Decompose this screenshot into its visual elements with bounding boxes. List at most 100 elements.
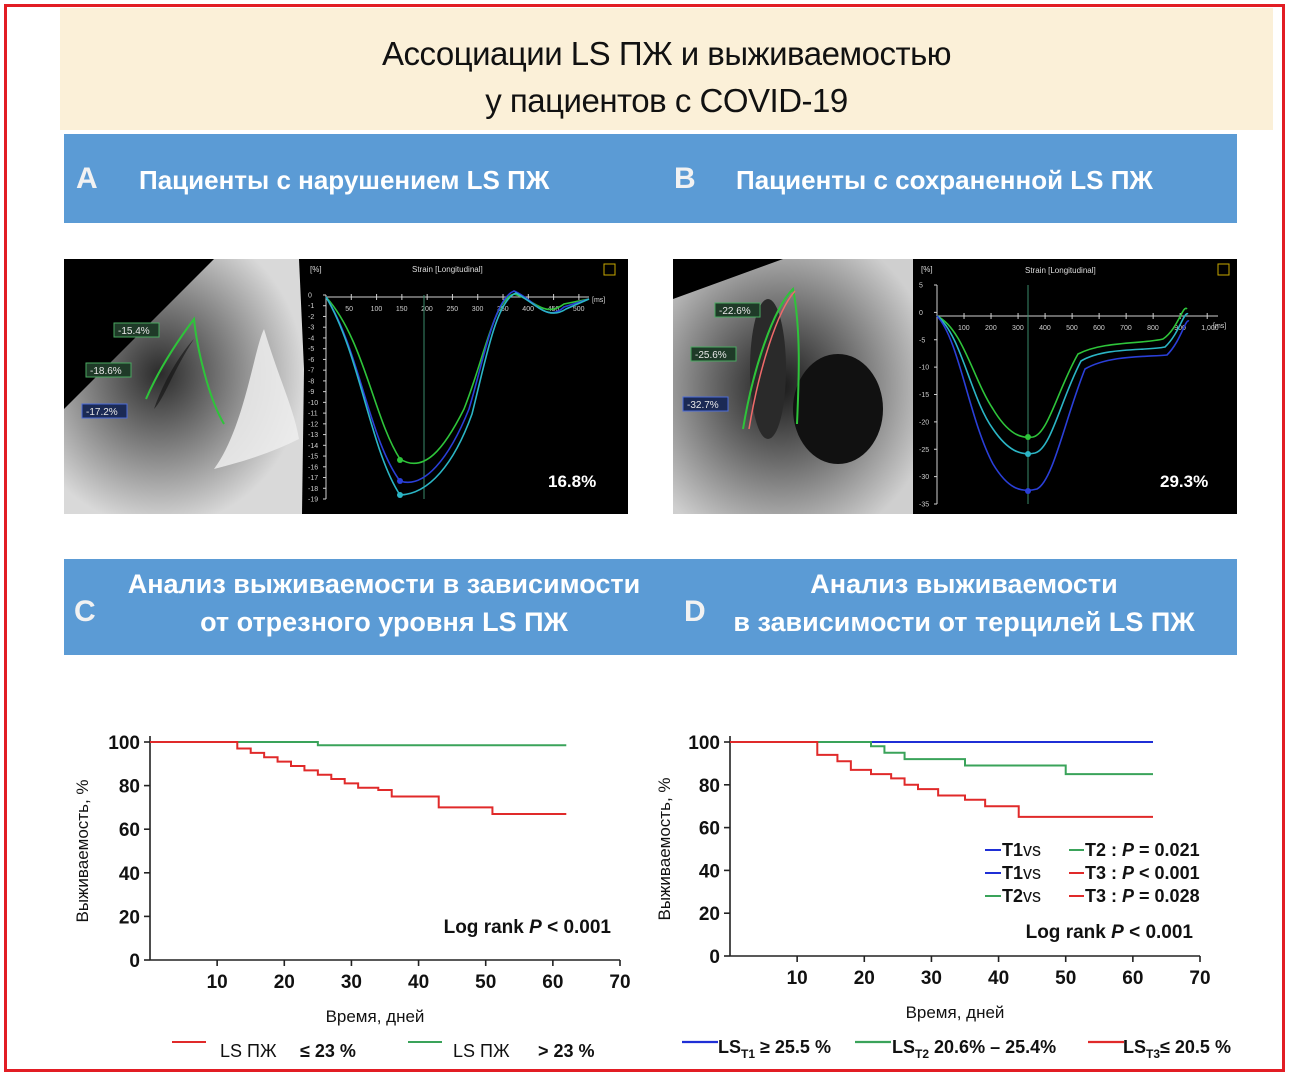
strain-unit-y-a: [%] <box>310 265 322 274</box>
y-tick-label: 80 <box>119 777 140 798</box>
strain-y-tick-label: 5 <box>919 283 923 290</box>
strain-peak-dot <box>397 478 403 484</box>
x-tick-label: 20 <box>854 968 875 989</box>
global-strain-b: 29.3% <box>1160 472 1208 491</box>
strain-y-tick-label: -35 <box>919 502 929 509</box>
seg-box-2 <box>690 346 737 362</box>
comparison-value: < 0.001 <box>1134 863 1200 883</box>
x-tick-label: 40 <box>988 968 1009 989</box>
strain-x-tick-label: 300 <box>472 306 484 313</box>
y-tick-label: 20 <box>699 904 720 925</box>
chamber-dark <box>793 354 883 464</box>
log-rank-annotation: Log rank P < 0.001 <box>1026 922 1194 943</box>
title-line-2: у пациентов с COVID-19 <box>485 82 848 119</box>
title-line-1: Ассоциации LS ПЖ и выживаемостью <box>381 35 952 72</box>
strain-x-tick-label: 200 <box>985 325 997 332</box>
ventricle-bright <box>214 329 299 469</box>
x-tick-label: 30 <box>921 968 942 989</box>
km-chart-d: 0 20 40 60 80 100 10 20 30 40 50 60 70 Выживаемость, … <box>655 733 1231 1061</box>
strain-y-tick-label: -6 <box>308 357 314 364</box>
log-rank-p: P <box>1111 922 1124 943</box>
seg-box-2 <box>85 362 132 378</box>
y-tick-label: 40 <box>119 864 140 885</box>
comparison-p: P <box>1122 886 1135 906</box>
strain-curve <box>325 293 590 465</box>
strain-y-tick-label: -5 <box>919 337 925 344</box>
y-tick-label: 40 <box>699 861 720 882</box>
legend-subscript: T3 <box>1146 1047 1160 1061</box>
strain-plot-b: Strain [Longitudinal] [%] [ms] 29.3% 100… <box>919 263 1230 509</box>
panel-c-title: Анализ выживаемости в зависимости от отр… <box>104 565 664 641</box>
km-series-line <box>730 741 1153 818</box>
strain-x-tick-label: 900 <box>1174 325 1186 332</box>
panel-b-label: Пациенты с сохраненной LS ПЖ <box>736 165 1153 195</box>
comparison-text: T1vs <box>1002 863 1041 883</box>
x-tick-label: 10 <box>787 968 808 989</box>
strain-y-tick-label: -16 <box>308 464 318 471</box>
strain-y-tick-label: -15 <box>919 392 929 399</box>
strain-x-tick-label: 400 <box>1039 325 1051 332</box>
strain-x-tick-label: 400 <box>522 306 534 313</box>
seg-label-3: -17.2% <box>86 407 118 418</box>
strain-unit-x-a: [ms] <box>592 297 605 304</box>
strain-y-tick-label: -12 <box>308 421 318 428</box>
y-tick-label: 60 <box>119 820 140 841</box>
strain-y-tick-label: -4 <box>308 335 314 342</box>
band-ab: A Пациенты с нарушением LS ПЖ B Пациенты… <box>64 134 1237 223</box>
strain-y-tick-label: -18 <box>308 486 318 493</box>
strain-x-tick-label: 500 <box>573 306 585 313</box>
panel-d-line-2: в зависимости от терцилей LS ПЖ <box>733 607 1195 637</box>
seg-label-1: -15.4% <box>118 326 150 337</box>
strain-x-tick-label: 50 <box>345 306 353 313</box>
comparison-p: P <box>1122 840 1135 860</box>
strain-y-tick-label: -20 <box>919 419 929 426</box>
legend-condition: ≤ 23 % <box>300 1041 356 1061</box>
trace-contour <box>742 286 800 430</box>
strain-y-tick-label: -10 <box>919 365 929 372</box>
seg-label-1: -22.6% <box>719 306 751 317</box>
strain-x-tick-label: 600 <box>1093 325 1105 332</box>
strain-y-tick-label: -13 <box>308 432 318 439</box>
strain-y-tick-label: -1 <box>308 303 314 310</box>
strain-y-tick-label: -8 <box>308 378 314 385</box>
legend-label: LST2 20.6% – 25.4% <box>892 1037 1056 1061</box>
legend-name: LS ПЖ <box>453 1041 510 1061</box>
y-tick-label: 100 <box>688 733 720 754</box>
strain-y-tick-label: -17 <box>308 475 318 482</box>
x-axis-label: Время, дней <box>906 1003 1005 1022</box>
square-icon <box>603 263 616 276</box>
legend-condition: ≤ 20.5 % <box>1160 1037 1231 1057</box>
strain-y-tick-label: -15 <box>308 454 318 461</box>
x-tick-label: 70 <box>1189 968 1210 989</box>
strain-y-tick-label: -9 <box>308 389 314 396</box>
strain-y-tick-label: -30 <box>919 474 929 481</box>
strain-peak-dot <box>1025 488 1031 494</box>
y-tick-label: 20 <box>119 907 140 928</box>
echo-panel-b: -22.6% -25.6% -32.7% Strain [Longitudina… <box>673 259 1237 514</box>
y-tick-label: 60 <box>699 819 720 840</box>
seg-box-3 <box>682 396 729 412</box>
legend-prefix: LS <box>718 1037 741 1057</box>
strain-peak-dot <box>397 457 403 463</box>
strain-x-tick-label: 200 <box>421 306 433 313</box>
seg-box-1 <box>714 302 761 318</box>
strain-y-tick-label: 0 <box>308 293 312 300</box>
seg-label-3: -32.7% <box>687 400 719 411</box>
strain-y-tick-label: -7 <box>308 368 314 375</box>
x-tick-label: 50 <box>1055 968 1076 989</box>
strain-peak-dot <box>1025 451 1031 457</box>
comparison-vs: vs <box>1023 863 1041 883</box>
x-tick-label: 40 <box>408 972 429 993</box>
panel-b-letter: B <box>674 162 696 195</box>
strain-header-a: Strain [Longitudinal] <box>412 265 483 274</box>
log-rank-prefix: Log rank <box>444 917 530 938</box>
seg-box-1 <box>113 322 160 338</box>
band-cd: C Анализ выживаемости в зависимости от о… <box>64 559 1237 655</box>
strain-y-tick-label: -10 <box>308 400 318 407</box>
comparison-group-b: T2 : <box>1085 840 1122 860</box>
comparison-value: = 0.021 <box>1134 840 1200 860</box>
ventricle-dark <box>750 299 786 439</box>
strain-curve <box>936 307 1188 439</box>
y-axis-label: Выживаемость, % <box>655 777 674 920</box>
legend-prefix: LS <box>1123 1037 1146 1057</box>
